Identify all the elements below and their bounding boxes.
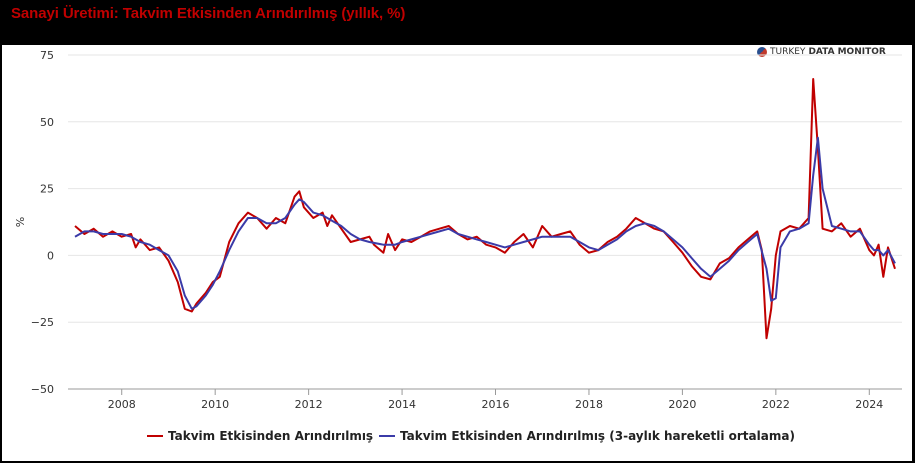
chart-title: Sanayi Üretimi: Takvim Etkisinden Arındı… xyxy=(11,5,406,22)
y-tick-label: 50 xyxy=(40,116,54,129)
brand-text-prefix: TURKEY xyxy=(770,47,806,57)
y-tick-label: −50 xyxy=(31,383,54,396)
x-tick-label: 2014 xyxy=(388,398,416,411)
chart-panel xyxy=(2,45,912,461)
series-line-1 xyxy=(74,78,896,340)
x-tick-label: 2024 xyxy=(855,398,883,411)
x-tick-label: 2012 xyxy=(295,398,323,411)
y-axis-label: % xyxy=(14,217,27,227)
x-tick-label: 2010 xyxy=(201,398,229,411)
globe-icon xyxy=(757,47,767,57)
x-tick-label: 2008 xyxy=(108,398,136,411)
x-tick-label: 2016 xyxy=(482,398,510,411)
y-tick-label: 0 xyxy=(47,249,54,262)
brand-text-middle: DATA xyxy=(808,47,835,57)
brand-text-suffix: MONITOR xyxy=(837,47,886,57)
x-tick-label: 2022 xyxy=(762,398,790,411)
legend-label-1: Takvim Etkisinden Arındırılmış xyxy=(168,429,373,443)
x-tick-label: 2018 xyxy=(575,398,603,411)
brand-logo: TURKEY DATA MONITOR xyxy=(757,47,886,57)
x-tick-label: 2020 xyxy=(668,398,696,411)
y-tick-label: 25 xyxy=(40,183,54,196)
y-tick-label: −25 xyxy=(31,316,54,329)
y-tick-label: 75 xyxy=(40,49,54,62)
legend-label-2: Takvim Etkisinden Arındırılmış (3-aylık … xyxy=(400,429,795,443)
series-line-2 xyxy=(74,136,896,310)
